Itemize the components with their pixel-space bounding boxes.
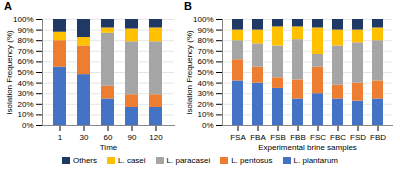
svg-text:10%: 10%	[17, 110, 33, 119]
svg-text:70%: 70%	[197, 47, 213, 56]
svg-text:50%: 50%	[197, 68, 213, 77]
svg-text:FSA: FSA	[230, 133, 246, 142]
svg-text:0%: 0%	[202, 121, 214, 130]
svg-text:Isolation Frequency (%): Isolation Frequency (%)	[5, 30, 14, 115]
svg-text:70%: 70%	[17, 47, 33, 56]
svg-text:40%: 40%	[17, 79, 33, 88]
svg-text:30%: 30%	[197, 89, 213, 98]
svg-text:Time: Time	[100, 143, 118, 152]
svg-text:80%: 80%	[197, 36, 213, 45]
html-text:B: B	[184, 0, 192, 12]
svg-text:FSB: FSB	[270, 133, 286, 142]
html-text:Others: Others	[73, 155, 97, 165]
html-text:L. pentosus: L. pentosus	[231, 155, 273, 165]
svg-text:FBB: FBB	[290, 133, 306, 142]
svg-text:FBC: FBC	[330, 133, 346, 142]
svg-text:100%: 100%	[193, 15, 213, 24]
svg-text:40%: 40%	[197, 79, 213, 88]
svg-text:30%: 30%	[17, 89, 33, 98]
svg-text:60%: 60%	[197, 57, 213, 66]
svg-text:0%: 0%	[22, 121, 34, 130]
svg-text:20%: 20%	[17, 100, 33, 109]
svg-text:60%: 60%	[17, 57, 33, 66]
svg-text:FSC: FSC	[310, 133, 326, 142]
svg-text:90%: 90%	[197, 26, 213, 35]
svg-text:10%: 10%	[197, 110, 213, 119]
svg-text:Isolation Frequency (%): Isolation Frequency (%)	[185, 30, 194, 115]
svg-text:20%: 20%	[197, 100, 213, 109]
svg-text:90%: 90%	[17, 26, 33, 35]
svg-text:FBD: FBD	[370, 133, 386, 142]
svg-text:60: 60	[104, 133, 113, 142]
svg-text:50%: 50%	[17, 68, 33, 77]
html-text:L. paracasei: L. paracasei	[166, 155, 211, 165]
svg-text:80%: 80%	[17, 36, 33, 45]
svg-text:FBA: FBA	[250, 133, 266, 142]
svg-text:FSD: FSD	[350, 133, 366, 142]
svg-text:120: 120	[149, 133, 163, 142]
html-text:A: A	[4, 0, 12, 12]
svg-text:90: 90	[128, 133, 137, 142]
svg-text:1: 1	[58, 133, 63, 142]
svg-text:Experimental brine samples: Experimental brine samples	[258, 143, 357, 152]
html-text:L. casei: L. casei	[118, 155, 146, 165]
html-text:L. plantarum: L. plantarum	[293, 155, 338, 165]
svg-text:100%: 100%	[13, 15, 33, 24]
svg-text:30: 30	[80, 133, 89, 142]
